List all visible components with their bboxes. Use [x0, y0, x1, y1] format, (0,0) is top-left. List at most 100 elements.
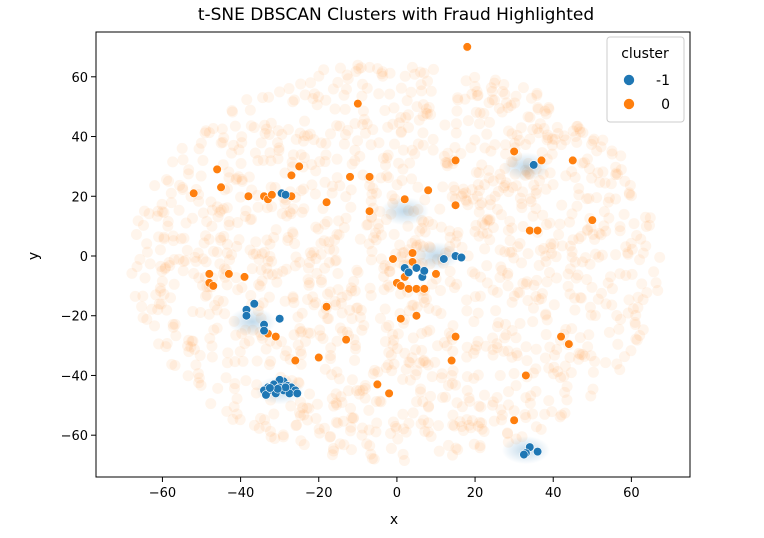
- background-point: [227, 413, 239, 425]
- background-point: [450, 118, 462, 130]
- background-point: [388, 228, 400, 240]
- background-point: [236, 175, 248, 187]
- background-point: [516, 186, 528, 198]
- background-point: [244, 214, 256, 226]
- background-point: [487, 399, 499, 411]
- background-point: [163, 257, 175, 269]
- point-cluster-0: [341, 335, 351, 345]
- background-point: [606, 283, 618, 295]
- background-point: [559, 407, 571, 419]
- background-point: [423, 400, 435, 412]
- background-point: [331, 399, 343, 411]
- background-point: [548, 238, 560, 250]
- background-point: [441, 160, 453, 172]
- background-point: [386, 365, 398, 377]
- background-point: [392, 433, 404, 445]
- background-point: [414, 357, 426, 369]
- background-point: [221, 238, 233, 250]
- background-point: [527, 210, 539, 222]
- background-point: [506, 351, 518, 363]
- background-point: [461, 195, 473, 207]
- background-point: [412, 138, 424, 150]
- background-point: [521, 276, 533, 288]
- background-point: [554, 218, 566, 230]
- background-point: [498, 181, 510, 193]
- legend-marker--1: [623, 74, 635, 86]
- background-point: [268, 232, 280, 244]
- background-point: [610, 167, 622, 179]
- background-point: [500, 318, 512, 330]
- background-point: [452, 227, 464, 239]
- background-point: [248, 419, 260, 431]
- background-point: [583, 192, 595, 204]
- background-point: [240, 205, 252, 217]
- background-point: [163, 175, 175, 187]
- background-point: [126, 267, 138, 279]
- background-point: [231, 393, 243, 405]
- background-point: [545, 242, 557, 254]
- background-point: [169, 318, 181, 330]
- plot-background-layer: [126, 59, 666, 466]
- background-point: [294, 256, 306, 268]
- background-point: [319, 156, 331, 168]
- background-point: [447, 345, 459, 357]
- background-point: [622, 248, 634, 260]
- background-point: [206, 351, 218, 363]
- background-point: [576, 256, 588, 268]
- background-point: [321, 313, 333, 325]
- background-point: [622, 247, 634, 259]
- point-cluster-0: [568, 155, 578, 166]
- background-point: [344, 425, 356, 437]
- background-point: [438, 150, 450, 162]
- background-point: [558, 130, 570, 142]
- point-cluster-0: [267, 190, 277, 200]
- background-point: [603, 326, 615, 338]
- background-point: [511, 129, 523, 141]
- background-point: [575, 292, 587, 304]
- background-point: [591, 192, 603, 204]
- background-point: [447, 365, 459, 377]
- background-point: [404, 357, 416, 369]
- background-point: [373, 88, 385, 100]
- background-point: [239, 210, 251, 222]
- background-point: [334, 120, 346, 132]
- background-point: [156, 265, 168, 277]
- background-point: [141, 246, 153, 258]
- background-point: [447, 409, 459, 421]
- background-point: [540, 309, 552, 321]
- background-point: [327, 443, 339, 455]
- background-point: [195, 137, 207, 149]
- point-cluster-0: [384, 388, 394, 398]
- background-point: [502, 345, 514, 357]
- background-point: [566, 251, 578, 263]
- background-point: [334, 322, 346, 334]
- background-point: [310, 253, 322, 265]
- background-point: [315, 274, 327, 286]
- background-point: [545, 247, 557, 259]
- legend: cluster -1 0: [606, 36, 685, 123]
- background-point: [422, 426, 434, 438]
- background-point: [170, 330, 182, 342]
- background-point: [262, 268, 274, 280]
- background-point: [428, 63, 440, 75]
- point-cluster-0: [411, 311, 422, 321]
- background-point: [499, 332, 511, 344]
- background-point: [468, 438, 480, 450]
- background-point: [244, 104, 256, 116]
- background-point: [230, 272, 242, 284]
- data-marks-layer: [189, 42, 597, 460]
- point-cluster-0: [411, 284, 422, 294]
- background-point: [265, 431, 277, 443]
- background-point: [292, 311, 304, 323]
- background-point: [277, 265, 289, 277]
- background-point: [614, 268, 626, 280]
- background-point: [486, 85, 498, 97]
- background-point: [326, 393, 338, 405]
- background-point: [304, 128, 316, 140]
- background-point: [200, 230, 212, 242]
- background-point: [263, 128, 275, 140]
- background-point: [547, 368, 559, 380]
- background-point: [447, 320, 459, 332]
- background-point: [286, 226, 298, 238]
